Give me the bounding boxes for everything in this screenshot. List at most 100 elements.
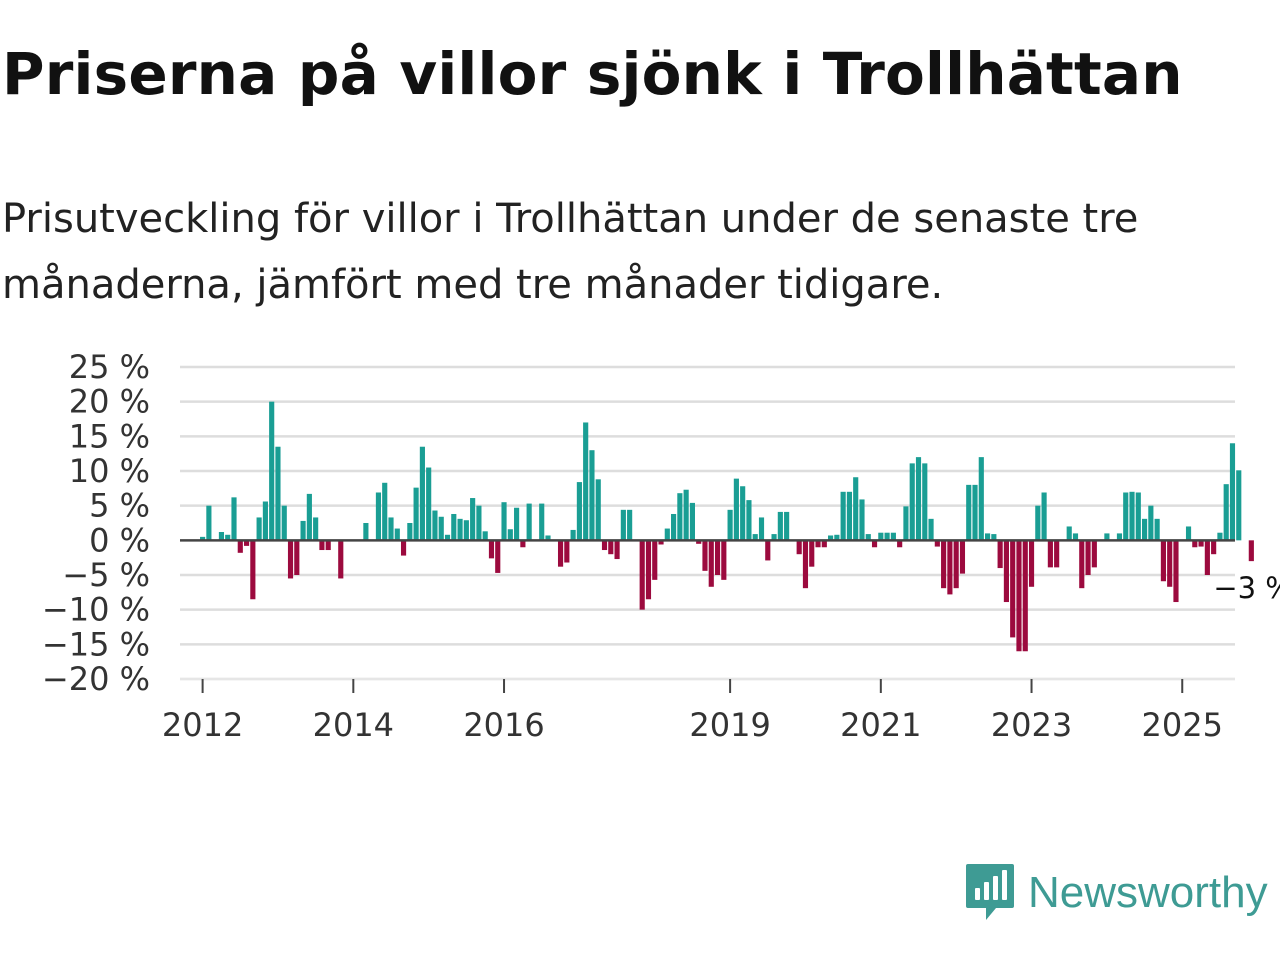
last-value-label: −3 % xyxy=(1213,571,1280,605)
data-bar xyxy=(985,533,991,541)
data-bar xyxy=(294,540,300,575)
data-bar xyxy=(714,540,721,575)
data-bar xyxy=(545,535,551,541)
data-bar xyxy=(557,540,564,567)
bar-series xyxy=(200,401,1254,652)
data-bar xyxy=(206,505,212,541)
data-bar xyxy=(1123,492,1129,541)
data-bar xyxy=(871,540,878,548)
data-bar xyxy=(614,540,620,560)
data-bar xyxy=(231,497,237,541)
data-bar xyxy=(664,528,670,541)
data-bar xyxy=(463,520,469,541)
data-bar xyxy=(721,540,727,580)
data-bar xyxy=(1236,470,1242,541)
data-bar xyxy=(218,532,225,541)
x-tick-label: 2023 xyxy=(991,706,1072,744)
data-bar xyxy=(941,540,947,589)
data-bar xyxy=(777,511,783,541)
data-bar xyxy=(689,502,695,541)
data-bar xyxy=(595,479,601,541)
data-bar xyxy=(382,482,388,541)
data-bar xyxy=(903,506,909,541)
data-bar xyxy=(419,446,425,541)
data-bar xyxy=(922,463,928,541)
data-bar xyxy=(363,523,369,541)
data-bar xyxy=(677,493,683,541)
data-bar xyxy=(1229,443,1236,541)
data-bar xyxy=(991,534,997,541)
data-bar xyxy=(727,509,733,541)
x-tick-label: 2012 xyxy=(162,706,243,744)
data-bar xyxy=(671,513,677,541)
y-tick-label: −15 % xyxy=(42,625,150,663)
data-bar xyxy=(507,529,513,541)
data-bar xyxy=(802,540,809,589)
data-bar xyxy=(658,540,664,545)
data-bar xyxy=(1248,540,1254,562)
data-bar xyxy=(1129,491,1135,541)
newsworthy-logo-icon xyxy=(966,864,1014,920)
data-bar xyxy=(1204,540,1210,575)
data-bar xyxy=(432,510,438,541)
data-bar xyxy=(476,505,482,541)
x-tick-label: 2014 xyxy=(313,706,394,744)
x-tick-label: 2025 xyxy=(1142,706,1223,744)
data-bar xyxy=(407,523,413,541)
y-tick-label: 5 % xyxy=(89,487,150,525)
data-bar xyxy=(752,534,758,541)
data-bar xyxy=(495,540,501,573)
axes xyxy=(180,539,1235,693)
data-bar xyxy=(890,532,896,541)
data-bar xyxy=(1022,540,1028,652)
data-bar xyxy=(1085,540,1091,575)
data-bar xyxy=(281,505,287,541)
data-bar xyxy=(627,509,633,541)
data-bar xyxy=(250,540,256,600)
gridlines xyxy=(180,365,1235,681)
data-bar xyxy=(1091,540,1097,568)
data-bar xyxy=(608,540,614,555)
data-bar xyxy=(959,540,966,574)
y-tick-label: 15 % xyxy=(69,417,150,455)
data-bar xyxy=(426,467,432,541)
data-bar xyxy=(978,457,984,541)
data-bar xyxy=(269,401,275,541)
data-bar xyxy=(338,540,344,579)
data-bar xyxy=(696,540,702,544)
data-bar xyxy=(501,502,507,541)
data-bar xyxy=(639,540,645,610)
data-bar xyxy=(237,540,243,553)
data-bar xyxy=(740,486,746,541)
y-tick-label: 10 % xyxy=(69,452,150,490)
data-bar xyxy=(1066,526,1072,541)
data-bar xyxy=(306,493,312,541)
data-bar xyxy=(683,489,689,541)
data-bar xyxy=(325,540,331,551)
data-bar xyxy=(1035,505,1041,541)
y-tick-label: 20 % xyxy=(69,383,150,421)
data-bar xyxy=(601,540,608,551)
data-bar xyxy=(526,503,532,541)
data-bar xyxy=(1192,540,1198,548)
data-bar xyxy=(1185,526,1192,541)
chart-subtitle: Prisutveckling för villor i Trollhättan … xyxy=(2,196,1139,308)
x-tick-label: 2021 xyxy=(840,706,921,744)
brand-name: Newsworthy xyxy=(1028,868,1268,917)
data-bar xyxy=(972,484,978,541)
data-bar xyxy=(815,540,821,548)
data-bar xyxy=(828,535,834,541)
data-bar xyxy=(539,503,545,541)
data-bar xyxy=(652,540,658,580)
data-bar xyxy=(514,507,520,541)
data-bar xyxy=(256,517,262,541)
data-bar xyxy=(809,540,815,567)
x-tick-label: 2016 xyxy=(463,706,544,744)
data-bar xyxy=(1072,533,1079,541)
data-bar xyxy=(821,540,827,548)
data-bar xyxy=(846,491,852,541)
data-bar xyxy=(1047,540,1053,568)
data-bar xyxy=(620,509,626,541)
data-bar xyxy=(947,540,953,595)
data-bar xyxy=(746,500,752,541)
